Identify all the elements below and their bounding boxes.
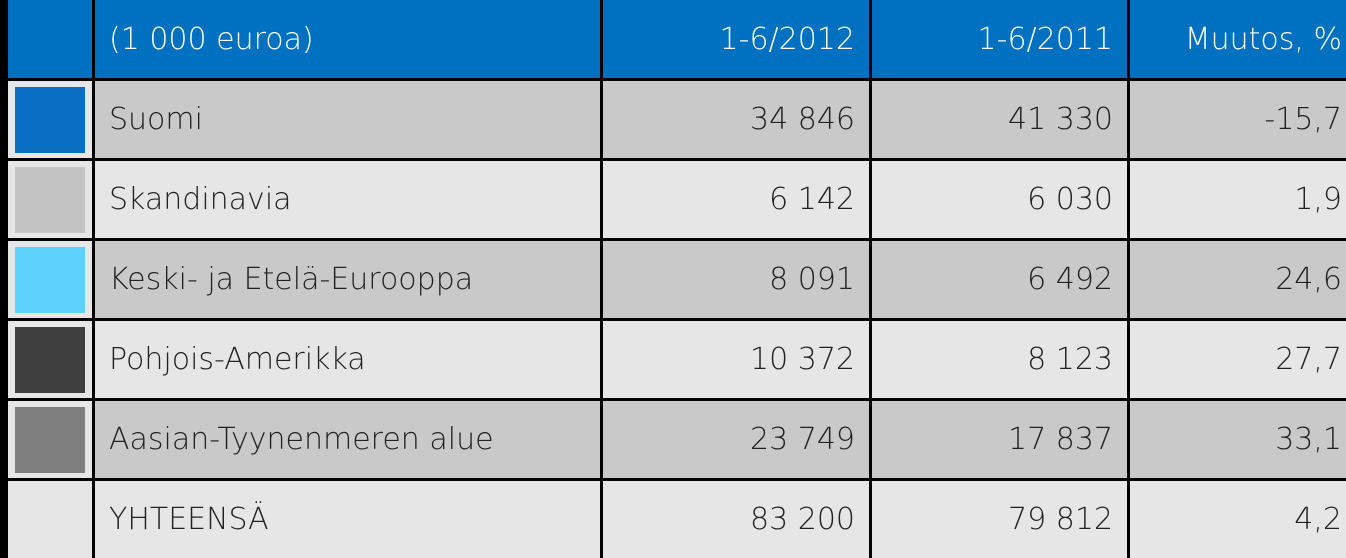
number-cell: -15,7 [1130,81,1346,158]
number-cell: 8 091 [603,241,869,318]
label-cell: Suomi [95,81,600,158]
number-cell: 34 846 [603,81,869,158]
swatch-cell [8,81,92,158]
number-cell: 6 492 [872,241,1127,318]
color-swatch [15,406,85,473]
number-cell: 83 200 [603,481,869,558]
swatch-cell [8,481,92,558]
header-cell: 1-6/2012 [603,0,869,78]
swatch-cell [8,401,92,478]
number-cell: 33,1 [1130,401,1346,478]
header-cell: 1-6/2011 [872,0,1127,78]
number-cell: 41 330 [872,81,1127,158]
number-cell: 10 372 [603,321,869,398]
number-cell: 4,2 [1130,481,1346,558]
number-cell: 1,9 [1130,161,1346,238]
label-cell: YHTEENSÄ [95,481,600,558]
label-cell: Pohjois-Amerikka [95,321,600,398]
label-cell: Keski- ja Etelä-Eurooppa [95,241,600,318]
swatch-cell [8,241,92,318]
swatch-cell [8,161,92,238]
swatch-cell [8,321,92,398]
label-cell: Skandinavia [95,161,600,238]
header-swatch-cell [8,0,92,78]
color-swatch [15,166,85,233]
label-cell: Aasian-Tyynenmeren alue [95,401,600,478]
number-cell: 24,6 [1130,241,1346,318]
number-cell: 6 030 [872,161,1127,238]
number-cell: 23 749 [603,401,869,478]
number-cell: 17 837 [872,401,1127,478]
color-swatch [15,246,85,313]
number-cell: 8 123 [872,321,1127,398]
header-cell: Muutos, % [1130,0,1346,78]
color-swatch [15,326,85,393]
number-cell: 6 142 [603,161,869,238]
number-cell: 79 812 [872,481,1127,558]
number-cell: 27,7 [1130,321,1346,398]
header-cell: (1 000 euroa) [95,0,600,78]
color-swatch [15,86,85,153]
